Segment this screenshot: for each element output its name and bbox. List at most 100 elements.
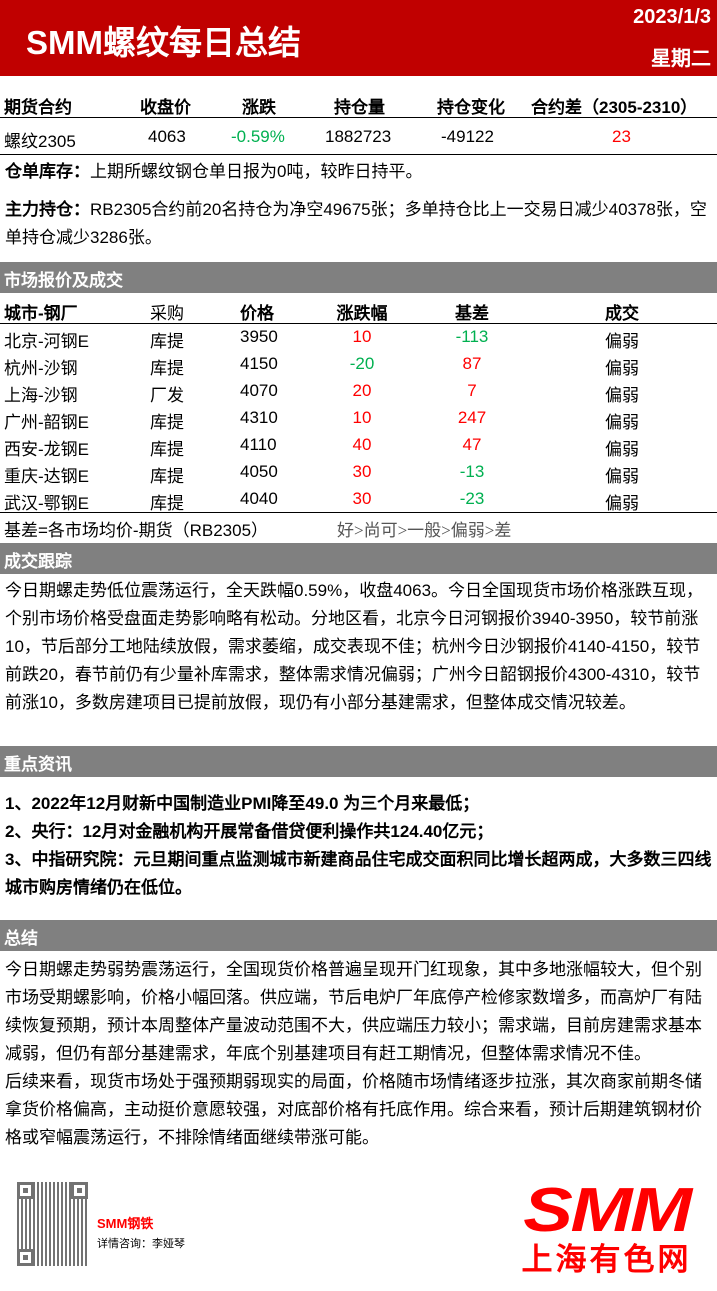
cell-deal: 偏弱 xyxy=(605,467,639,486)
open-interest: 1882723 xyxy=(325,127,392,146)
divider xyxy=(0,117,717,118)
cell-change: 30 xyxy=(352,489,372,508)
oi-change: -49122 xyxy=(441,127,494,146)
cell-change: 10 xyxy=(352,327,372,346)
market-row: 上海-沙钢 厂发 4070 20 7 偏弱 xyxy=(0,378,717,405)
cell-purchase: 库提 xyxy=(150,413,184,432)
futures-row: 螺纹2305 4063 -0.59% 1882723 -49122 23 xyxy=(0,120,717,154)
cell-basis: 47 xyxy=(462,435,482,454)
warehouse-stock: 仓单库存：上期所螺纹钢仓单日报为0吨，较昨日持平。 xyxy=(5,158,715,186)
cell-price: 4310 xyxy=(240,408,278,427)
cell-city: 西安-龙钢E xyxy=(4,440,89,459)
summary-paragraph: 今日期螺走势弱势震荡运行，全国现货价格普遍呈现开门红现象，其中多地涨幅较大，但个… xyxy=(5,960,702,1063)
cell-change: 10 xyxy=(352,408,372,427)
contact-info: 详情咨询：李娅琴 xyxy=(97,1238,185,1250)
brand-name: SMM钢铁 xyxy=(97,1216,154,1231)
market-row: 杭州-沙钢 库提 4150 -20 87 偏弱 xyxy=(0,351,717,378)
cell-price: 3950 xyxy=(240,327,278,346)
market-row: 武汉-鄂钢E 库提 4040 30 -23 偏弱 xyxy=(0,486,717,513)
summary-text: 今日期螺走势弱势震荡运行，全国现货价格普遍呈现开门红现象，其中多地涨幅较大，但个… xyxy=(5,956,715,1152)
qr-code xyxy=(17,1182,88,1266)
cell-city: 重庆-达钢E xyxy=(4,467,89,486)
cell-purchase: 库提 xyxy=(150,494,184,513)
cell-change: -20 xyxy=(349,354,375,373)
futures-header: 期货合约 收盘价 涨跌 持仓量 持仓变化 合约差（2305-2310） xyxy=(0,86,717,120)
divider xyxy=(0,512,717,513)
col-change: 涨跌 xyxy=(242,98,276,117)
col-spread: 合约差（2305-2310） xyxy=(531,98,698,117)
section-tracking: 成交跟踪 xyxy=(0,543,717,574)
cell-price: 4050 xyxy=(240,462,278,481)
cell-price: 4150 xyxy=(240,354,278,373)
market-row: 重庆-达钢E 库提 4050 30 -13 偏弱 xyxy=(0,459,717,486)
market-header: 城市-钢厂 采购 价格 涨跌幅 基差 成交 xyxy=(0,296,717,323)
col-oi-change: 持仓变化 xyxy=(437,98,505,117)
spread: 23 xyxy=(612,127,631,146)
cell-basis: 87 xyxy=(462,354,482,373)
cell-purchase: 库提 xyxy=(150,359,184,378)
contract: 螺纹2305 xyxy=(4,132,76,151)
cell-basis: -113 xyxy=(455,327,489,346)
warehouse-label: 仓单库存： xyxy=(5,162,90,181)
cell-change: 30 xyxy=(352,462,372,481)
close-price: 4063 xyxy=(148,127,186,146)
col-purchase: 采购 xyxy=(150,304,184,323)
market-row: 北京-河钢E 库提 3950 10 -113 偏弱 xyxy=(0,324,717,351)
cell-city: 上海-沙钢 xyxy=(4,386,78,405)
cell-city: 武汉-鄂钢E xyxy=(4,494,89,513)
cell-deal: 偏弱 xyxy=(605,494,639,513)
cell-purchase: 库提 xyxy=(150,440,184,459)
cell-change: 40 xyxy=(352,435,372,454)
section-market: 市场报价及成交 xyxy=(0,262,717,293)
tracking-text: 今日期螺走势低位震荡运行，全天跌幅0.59%，收盘4063。今日全国现货市场价格… xyxy=(5,581,704,712)
logo-cn: 上海有色网 xyxy=(521,1242,692,1277)
basis-note: 基差=各市场均价-期货（RB2305） xyxy=(4,521,269,540)
divider xyxy=(0,323,717,324)
logo-text: SMM xyxy=(523,1176,692,1245)
cell-change: 20 xyxy=(352,381,372,400)
col-change: 涨跌幅 xyxy=(336,304,388,323)
market-notes: 基差=各市场均价-期货（RB2305） 好>尚可>一般>偏弱>差 xyxy=(0,513,717,540)
cell-basis: -23 xyxy=(459,489,485,508)
col-deal: 成交 xyxy=(605,304,639,323)
summary-paragraph: 后续来看，现货市场处于强预期弱现实的局面，价格随市场情绪逐步拉涨，其次商家前期冬… xyxy=(5,1072,702,1147)
cell-deal: 偏弱 xyxy=(605,359,639,378)
cell-basis: 7 xyxy=(467,381,477,400)
news-item: 3、中指研究院：元旦期间重点监测城市新建商品住宅成交面积同比增长超两成，大多数三… xyxy=(5,850,712,897)
section-summary: 总结 xyxy=(0,920,717,951)
col-close: 收盘价 xyxy=(140,98,191,117)
cell-purchase: 库提 xyxy=(150,332,184,351)
cell-basis: 247 xyxy=(457,408,487,427)
deal-scale-note: 好>尚可>一般>偏弱>差 xyxy=(337,521,512,540)
col-oi: 持仓量 xyxy=(334,98,385,117)
divider xyxy=(0,154,717,155)
col-city: 城市-钢厂 xyxy=(4,304,78,323)
col-price: 价格 xyxy=(240,304,274,323)
col-basis: 基差 xyxy=(455,304,489,323)
cell-purchase: 厂发 xyxy=(150,386,184,405)
warehouse-text: 上期所螺纹钢仓单日报为0吨，较昨日持平。 xyxy=(90,162,423,181)
cell-deal: 偏弱 xyxy=(605,386,639,405)
cell-purchase: 库提 xyxy=(150,467,184,486)
col-contract: 期货合约 xyxy=(4,98,72,117)
market-row: 广州-韶钢E 库提 4310 10 247 偏弱 xyxy=(0,405,717,432)
cell-price: 4040 xyxy=(240,489,278,508)
main-position-label: 主力持仓： xyxy=(5,200,90,219)
cell-city: 北京-河钢E xyxy=(4,332,89,351)
change-pct: -0.59% xyxy=(231,127,285,146)
header-banner: SMM螺纹每日总结 2023/1/3 星期二 xyxy=(0,0,717,76)
page-title: SMM螺纹每日总结 xyxy=(26,24,301,61)
weekday: 星期二 xyxy=(651,48,711,70)
news-item: 2、央行：12月对金融机构开展常备借贷便利操作共124.40亿元； xyxy=(5,822,494,841)
cell-deal: 偏弱 xyxy=(605,440,639,459)
cell-city: 广州-韶钢E xyxy=(4,413,89,432)
cell-deal: 偏弱 xyxy=(605,332,639,351)
main-position-text: RB2305合约前20名持仓为净空49675张；多单持仓比上一交易日减少4037… xyxy=(5,200,707,247)
cell-city: 杭州-沙钢 xyxy=(4,359,78,378)
cell-price: 4110 xyxy=(240,435,277,454)
cell-basis: -13 xyxy=(459,462,485,481)
smm-logo: SMM 上海有色网 xyxy=(503,1180,710,1278)
section-news: 重点资讯 xyxy=(0,746,717,777)
market-row: 西安-龙钢E 库提 4110 40 47 偏弱 xyxy=(0,432,717,459)
report-date: 2023/1/3 xyxy=(633,6,711,28)
